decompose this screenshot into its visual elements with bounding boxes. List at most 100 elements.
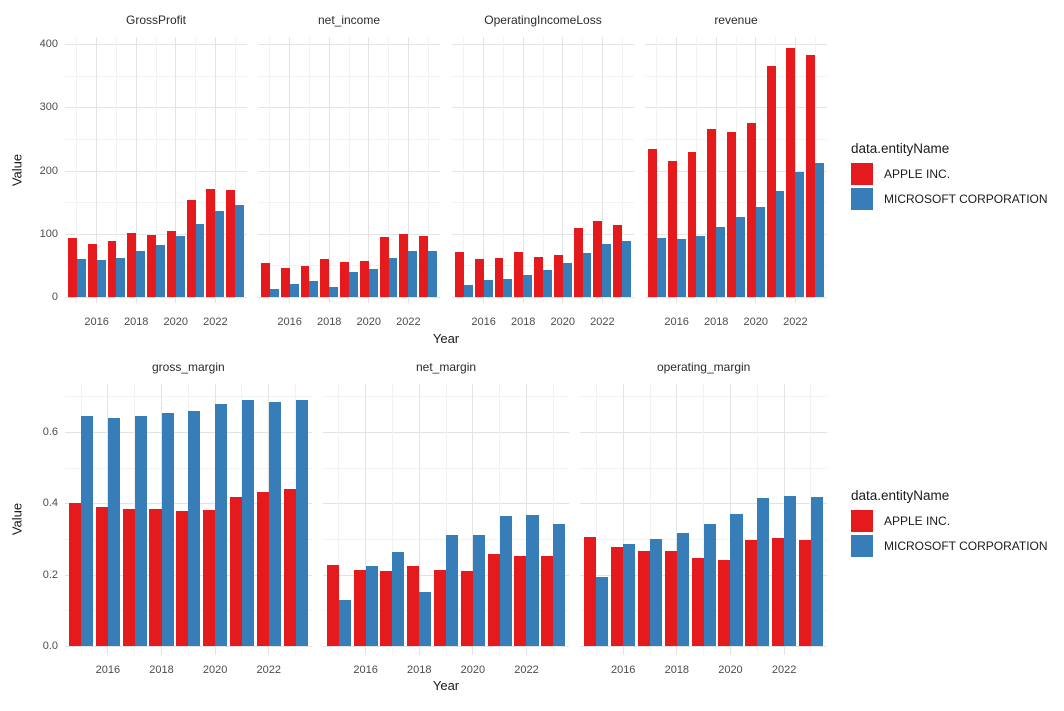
bar-operating_margin-apple-2023 xyxy=(798,539,811,646)
legend-label-microsoft: MICROSOFT CORPORATION xyxy=(884,192,1048,206)
y-tick-label: 100 xyxy=(39,227,58,240)
bar-gross_margin-apple-2018 xyxy=(149,509,162,646)
bar-gross_margin-apple-2016 xyxy=(95,506,108,646)
bar-GrossProfit-apple-2015 xyxy=(67,237,77,297)
bar-net_income-microsoft-2021 xyxy=(388,258,398,297)
gridline-major xyxy=(483,37,485,303)
gridline-minor xyxy=(695,37,697,303)
bar-operating_margin-microsoft-2016 xyxy=(623,543,636,646)
bar-GrossProfit-microsoft-2015 xyxy=(76,258,86,297)
x-tick-label: 2018 xyxy=(703,316,729,328)
gridline-major xyxy=(715,37,717,303)
bar-operating_margin-microsoft-2020 xyxy=(730,513,743,646)
bar-gross_margin-apple-2015 xyxy=(69,502,82,646)
bar-net_income-apple-2015 xyxy=(260,263,270,297)
bar-GrossProfit-apple-2023 xyxy=(226,190,236,297)
legend-entry-apple: APPLE INC. xyxy=(851,163,1063,185)
y-tick-label: 300 xyxy=(39,101,58,114)
bar-revenue-apple-2020 xyxy=(746,123,756,297)
bar-GrossProfit-microsoft-2022 xyxy=(215,211,225,297)
y-tick-label: 0.4 xyxy=(42,497,58,510)
bar-net_margin-microsoft-2017 xyxy=(392,551,405,646)
legend-top: data.entityName APPLE INC. MICROSOFT COR… xyxy=(851,140,1063,213)
x-tick-label: 2018 xyxy=(149,664,174,676)
x-tick-label: 2022 xyxy=(514,664,539,676)
bar-operating_margin-apple-2017 xyxy=(637,550,650,646)
bar-revenue-apple-2019 xyxy=(727,132,736,297)
bar-revenue-microsoft-2017 xyxy=(696,235,706,297)
bar-revenue-microsoft-2020 xyxy=(755,206,765,297)
bar-operating_margin-microsoft-2021 xyxy=(757,497,770,646)
bar-OperatingIncomeLoss-microsoft-2015 xyxy=(463,285,473,297)
gridline-major xyxy=(522,37,524,303)
bar-revenue-apple-2022 xyxy=(786,47,796,297)
bar-net_income-microsoft-2019 xyxy=(349,272,358,297)
gridline-minor xyxy=(775,37,777,303)
gridline-minor xyxy=(552,384,554,655)
gridline-minor xyxy=(195,37,197,303)
gridline-major xyxy=(368,37,370,303)
bar-GrossProfit-microsoft-2020 xyxy=(175,235,185,297)
gridline-major xyxy=(289,37,291,303)
bar-net_income-microsoft-2016 xyxy=(289,284,299,297)
gridline-minor xyxy=(649,384,651,655)
bar-GrossProfit-apple-2018 xyxy=(127,232,137,297)
bar-GrossProfit-microsoft-2021 xyxy=(195,223,205,297)
gridline-major xyxy=(175,37,177,303)
gridline-major xyxy=(328,37,330,303)
gridline-minor xyxy=(445,384,447,655)
facet-title-net_margin: net_margin xyxy=(416,360,477,374)
bar-GrossProfit-apple-2019 xyxy=(147,234,156,297)
bar-gross_margin-microsoft-2017 xyxy=(134,415,147,646)
x-tick-label: 2020 xyxy=(718,664,743,676)
bar-OperatingIncomeLoss-apple-2020 xyxy=(553,255,563,297)
x-tick-label: 2022 xyxy=(590,316,615,328)
bar-gross_margin-microsoft-2016 xyxy=(107,417,120,646)
bar-GrossProfit-apple-2021 xyxy=(186,200,196,297)
bar-OperatingIncomeLoss-apple-2021 xyxy=(573,228,583,297)
bar-GrossProfit-microsoft-2018 xyxy=(136,251,146,297)
x-tick-label: 2020 xyxy=(202,664,228,676)
gridline-minor xyxy=(269,37,271,303)
gridline-minor xyxy=(656,37,658,303)
bar-gross_margin-apple-2022 xyxy=(256,491,269,646)
x-tick-label: 2020 xyxy=(163,316,189,328)
y-axis-title-top: Value xyxy=(9,153,25,187)
bar-OperatingIncomeLoss-apple-2016 xyxy=(474,259,484,297)
bar-net_income-microsoft-2015 xyxy=(269,289,279,297)
gridline-major xyxy=(135,37,137,303)
bar-net_margin-apple-2019 xyxy=(433,570,447,646)
bar-net_margin-apple-2016 xyxy=(353,570,366,646)
bar-OperatingIncomeLoss-microsoft-2018 xyxy=(523,274,533,297)
bar-gross_margin-apple-2017 xyxy=(122,508,135,646)
gridline-major xyxy=(755,37,757,303)
bar-OperatingIncomeLoss-microsoft-2023 xyxy=(622,241,632,297)
bar-net_income-apple-2017 xyxy=(300,266,310,297)
gridline-minor xyxy=(427,37,429,303)
bar-revenue-apple-2015 xyxy=(647,149,657,297)
bar-operating_margin-microsoft-2019 xyxy=(703,524,716,646)
bar-gross_margin-microsoft-2018 xyxy=(161,413,174,646)
gridline-major xyxy=(418,384,420,655)
x-tick-label: 2018 xyxy=(664,664,690,676)
bar-net_income-microsoft-2020 xyxy=(368,268,378,297)
facet-title-GrossProfit: GrossProfit xyxy=(125,13,186,27)
bar-OperatingIncomeLoss-microsoft-2020 xyxy=(562,263,572,297)
y-tick-label: 0 xyxy=(51,291,58,303)
bar-net_income-microsoft-2023 xyxy=(428,251,438,297)
gridline-major xyxy=(676,37,678,303)
bar-operating_margin-microsoft-2015 xyxy=(596,576,609,646)
legend-bottom: data.entityName APPLE INC. MICROSOFT COR… xyxy=(851,487,1063,560)
bar-operating_margin-apple-2022 xyxy=(772,537,785,646)
gridline-minor xyxy=(502,37,504,303)
facet-title-net_income: net_income xyxy=(317,13,381,27)
gridline-minor xyxy=(595,384,597,655)
bar-GrossProfit-microsoft-2023 xyxy=(235,204,245,297)
x-tick-label: 2016 xyxy=(277,316,302,328)
gridline-minor xyxy=(155,37,157,303)
x-tick-label: 2016 xyxy=(664,316,689,328)
bar-OperatingIncomeLoss-apple-2023 xyxy=(613,224,623,297)
gridline-major xyxy=(407,37,409,303)
legend-label-apple: APPLE INC. xyxy=(884,167,951,181)
bar-operating_margin-microsoft-2022 xyxy=(784,496,797,646)
